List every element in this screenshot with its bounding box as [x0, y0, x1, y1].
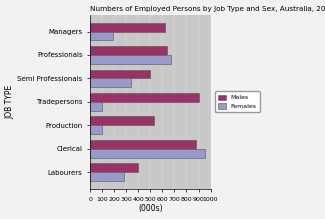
Legend: Males, Females: Males, Females: [215, 92, 260, 112]
Bar: [90, 69, 150, 78]
Y-axis label: JOB TYPE: JOB TYPE: [6, 85, 15, 119]
Bar: [90, 46, 167, 55]
Bar: [90, 102, 102, 111]
X-axis label: (000s): (000s): [138, 205, 163, 214]
Bar: [90, 140, 196, 149]
Bar: [90, 32, 113, 41]
Bar: [90, 149, 204, 158]
Bar: [90, 78, 131, 87]
Bar: [90, 172, 124, 181]
Bar: [90, 93, 199, 102]
Text: Numbers of Employed Persons by Job Type and Sex, Australia, 2003: Numbers of Employed Persons by Job Type …: [90, 5, 325, 12]
Bar: [90, 163, 138, 172]
Bar: [90, 117, 154, 125]
Bar: [90, 55, 171, 64]
Bar: [90, 23, 165, 32]
Bar: [90, 125, 102, 134]
